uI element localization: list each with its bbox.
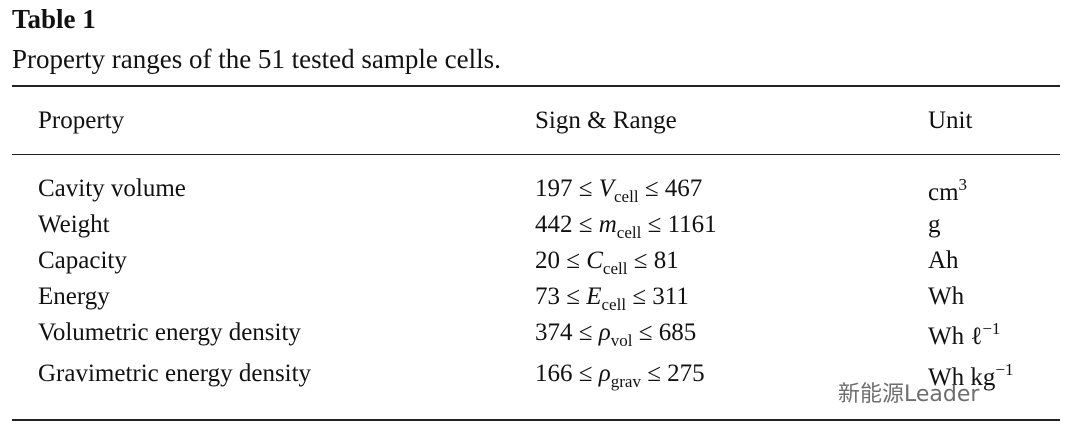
unit-cell: Ah (928, 247, 959, 275)
range-upper: ≤ 685 (632, 319, 697, 346)
range-cell: 20 ≤ Ccell ≤ 81 (535, 247, 679, 279)
range-subscript: cell (616, 223, 642, 242)
range-upper: ≤ 467 (638, 175, 703, 202)
range-lower: 442 ≤ (535, 211, 599, 238)
range-symbol: E (586, 283, 602, 310)
table-label: Table 1 (12, 4, 96, 34)
range-subscript: cell (614, 187, 639, 206)
property-cell: Capacity (38, 247, 127, 274)
unit-text: g (928, 211, 941, 238)
range-subscript: cell (602, 259, 628, 278)
range-upper: ≤ 81 (627, 247, 679, 274)
bottom-rule (12, 419, 1060, 421)
property-cell: Energy (38, 283, 110, 310)
watermark: 新能源Leader (838, 382, 980, 407)
unit-text: Wh kg (928, 364, 996, 391)
range-cell: 197 ≤ Vcell ≤ 467 (535, 175, 702, 207)
range-cell: 166 ≤ ρgrav ≤ 275 (535, 360, 705, 392)
header-cell: Property (38, 107, 125, 134)
range-subscript: cell (601, 295, 627, 314)
range-symbol: ρ (598, 360, 611, 387)
range-upper: ≤ 1161 (641, 211, 717, 238)
unit-text: Wh ℓ (928, 323, 983, 350)
range-symbol: m (598, 211, 617, 238)
range-cell: 374 ≤ ρvol ≤ 685 (535, 319, 696, 351)
unit-cell: cm3 (928, 175, 967, 207)
unit-text: Wh (928, 283, 965, 310)
unit-cell: Wh ℓ−1 (928, 319, 1000, 351)
unit-superscript: −1 (982, 319, 1001, 338)
property-cell: Weight (38, 211, 110, 238)
range-lower: 197 ≤ (535, 175, 599, 202)
property-cell: Gravimetric energy density (38, 360, 312, 387)
unit-superscript: −1 (995, 360, 1014, 379)
unit-cell: Wh kg−1 (928, 360, 1013, 392)
range-lower: 73 ≤ (535, 283, 587, 310)
header-rule (12, 154, 1060, 155)
range-lower: 374 ≤ (535, 319, 599, 346)
property-cell: Volumetric energy density (38, 319, 301, 346)
range-upper: ≤ 275 (640, 360, 705, 387)
header-cell: Unit (928, 107, 973, 134)
range-cell: 73 ≤ Ecell ≤ 311 (535, 283, 689, 315)
range-cell: 442 ≤ mcell ≤ 1161 (535, 211, 717, 243)
top-rule (12, 85, 1060, 87)
range-lower: 20 ≤ (535, 247, 587, 274)
unit-text: cm (928, 179, 959, 206)
range-symbol: ρ (598, 319, 611, 346)
unit-text: Ah (928, 247, 959, 274)
range-upper: ≤ 311 (626, 283, 689, 310)
range-lower: 166 ≤ (535, 360, 599, 387)
header-cell: Sign & Range (535, 107, 677, 134)
unit-superscript: 3 (958, 175, 968, 194)
range-subscript: vol (610, 331, 633, 350)
range-symbol: V (598, 175, 615, 202)
property-cell: Cavity volume (38, 175, 186, 202)
range-subscript: grav (610, 372, 641, 391)
unit-cell: g (928, 211, 941, 239)
range-symbol: C (586, 247, 603, 274)
table-caption: Property ranges of the 51 tested sample … (12, 44, 501, 74)
unit-cell: Wh (928, 283, 964, 311)
